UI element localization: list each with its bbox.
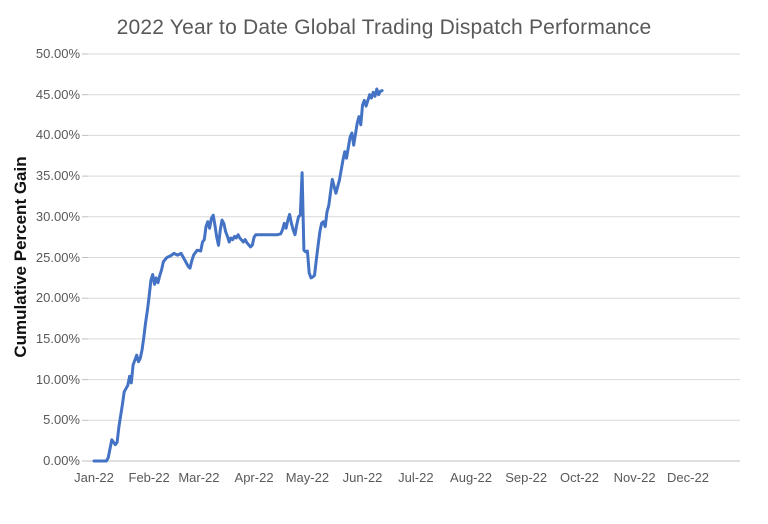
x-tick-label: Apr-22 xyxy=(234,470,274,485)
x-tick-label: Nov-22 xyxy=(613,470,656,485)
series-line xyxy=(92,87,384,463)
y-tick-label: 20.00% xyxy=(35,290,80,306)
x-tick-label: Jun-22 xyxy=(342,470,383,485)
y-tick-label: 45.00% xyxy=(35,86,80,102)
y-tick-label: 30.00% xyxy=(35,208,80,224)
x-tick-label: Feb-22 xyxy=(128,470,170,485)
x-tick-label: Jan-22 xyxy=(74,470,114,485)
x-tick-label: Mar-22 xyxy=(178,470,220,485)
x-tick-label: Aug-22 xyxy=(450,470,492,485)
x-tick-label: May-22 xyxy=(285,470,330,485)
x-tick-label: Jul-22 xyxy=(398,470,434,485)
y-tick-label: 15.00% xyxy=(35,330,80,346)
chart-title: 2022 Year to Date Global Trading Dispatc… xyxy=(116,16,652,39)
x-tick-label: Oct-22 xyxy=(559,470,599,485)
y-tick-label: 35.00% xyxy=(35,168,80,184)
y-tick-label: 0.00% xyxy=(43,453,80,468)
y-tick-label: 5.00% xyxy=(43,412,80,428)
y-tick-label: 50.00% xyxy=(35,46,80,61)
y-tick-label: 10.00% xyxy=(35,371,80,387)
x-tick-label: Dec-22 xyxy=(667,470,709,485)
x-tick-label: Sep-22 xyxy=(505,470,548,485)
y-tick-label: 25.00% xyxy=(35,249,80,265)
y-tick-label: 40.00% xyxy=(35,127,80,143)
